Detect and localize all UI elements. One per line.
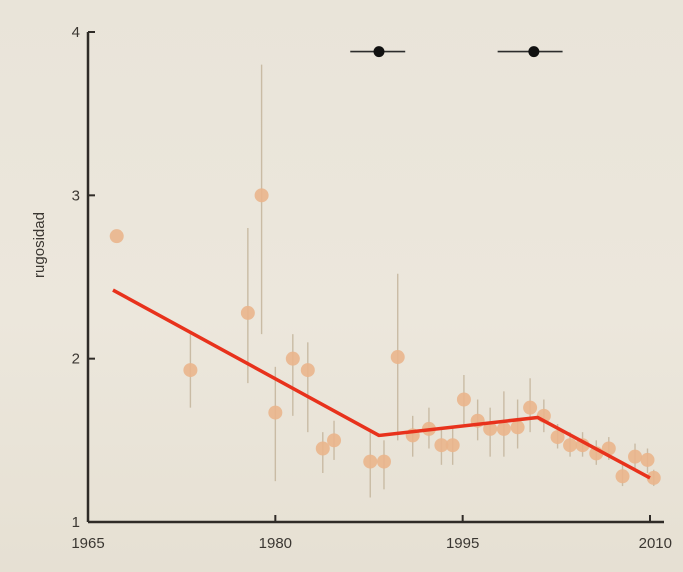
data-point — [390, 350, 405, 365]
data-point — [640, 452, 655, 467]
fit-line-layer — [112, 288, 651, 480]
data-point — [615, 469, 630, 484]
data-point — [315, 441, 330, 456]
errorbar-layer — [189, 64, 655, 498]
breakpoint-layer — [350, 46, 563, 58]
data-point — [483, 421, 498, 436]
data-point — [109, 229, 124, 244]
y-tick-label: 1 — [72, 514, 80, 531]
data-point — [300, 363, 315, 378]
data-point — [254, 188, 269, 203]
data-point — [496, 421, 511, 436]
data-point — [550, 430, 565, 445]
data-point — [183, 363, 198, 378]
data-point — [434, 438, 449, 453]
x-tick-label: 1995 — [446, 535, 479, 552]
x-ticks: 1965 1980 1995 2010 — [71, 515, 672, 552]
breakpoint-marker — [373, 46, 385, 58]
axes — [86, 32, 664, 524]
breakpoint-marker — [528, 46, 540, 58]
data-point — [240, 305, 255, 320]
y-tick-label: 3 — [72, 187, 80, 204]
data-point — [376, 454, 391, 469]
data-point — [456, 392, 471, 407]
data-point — [285, 351, 300, 366]
data-point — [445, 438, 460, 453]
x-tick-label: 1965 — [71, 535, 104, 552]
y-tick-label: 4 — [72, 24, 80, 41]
data-point — [523, 400, 538, 415]
data-point — [268, 405, 283, 420]
x-tick-label: 1980 — [259, 535, 292, 552]
data-point — [628, 449, 643, 464]
segmented-fit-line — [112, 288, 651, 480]
y-ticks: 1 2 3 4 — [72, 24, 95, 531]
data-point — [563, 438, 578, 453]
data-point — [363, 454, 378, 469]
y-axis-title: rugosidad — [31, 212, 48, 278]
data-point — [510, 420, 525, 435]
x-tick-label: 2010 — [639, 535, 672, 552]
data-point — [646, 470, 661, 485]
y-tick-label: 2 — [72, 351, 80, 368]
data-point — [327, 433, 342, 448]
point-layer — [109, 188, 661, 485]
